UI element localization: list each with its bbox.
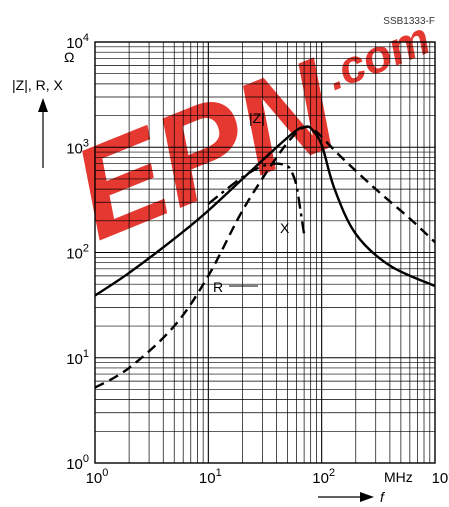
plot-grid [95,42,435,463]
plot-frame [94,41,436,464]
y-tick-label: 103 [66,137,89,157]
series-line-x [207,162,306,235]
y-tick-label: 100 [66,453,89,473]
x-axis-label: f [380,489,386,505]
x-tick-label: 101 [199,467,222,487]
tick-labels: 100 101 102 103 100 101 102 103 104 [66,32,449,487]
x-tick-label: 102 [312,467,335,487]
watermark-text: EPN [53,31,358,268]
figure-code: SSB1333-F [383,16,435,27]
y-tick-label: 102 [66,243,89,263]
y-unit-label: Ω [64,49,74,65]
series-label-z: |Z| [249,110,265,126]
watermark-logo: EPN .com [53,12,437,268]
x-unit-label: MHz [384,469,413,485]
series-label-x: X [280,220,290,236]
y-axis-arrow-icon [38,98,48,112]
x-axis-arrow-icon [360,492,374,502]
x-tick-label: 103 [432,467,449,487]
x-tick-label: 100 [86,467,109,487]
series-layer [94,125,436,389]
y-tick-label: 101 [66,348,89,368]
series-label-r: R [213,279,223,295]
y-tick-label: 104 [66,32,89,52]
series-line-r [94,125,436,389]
y-axis-label: |Z|, R, X [12,77,63,93]
